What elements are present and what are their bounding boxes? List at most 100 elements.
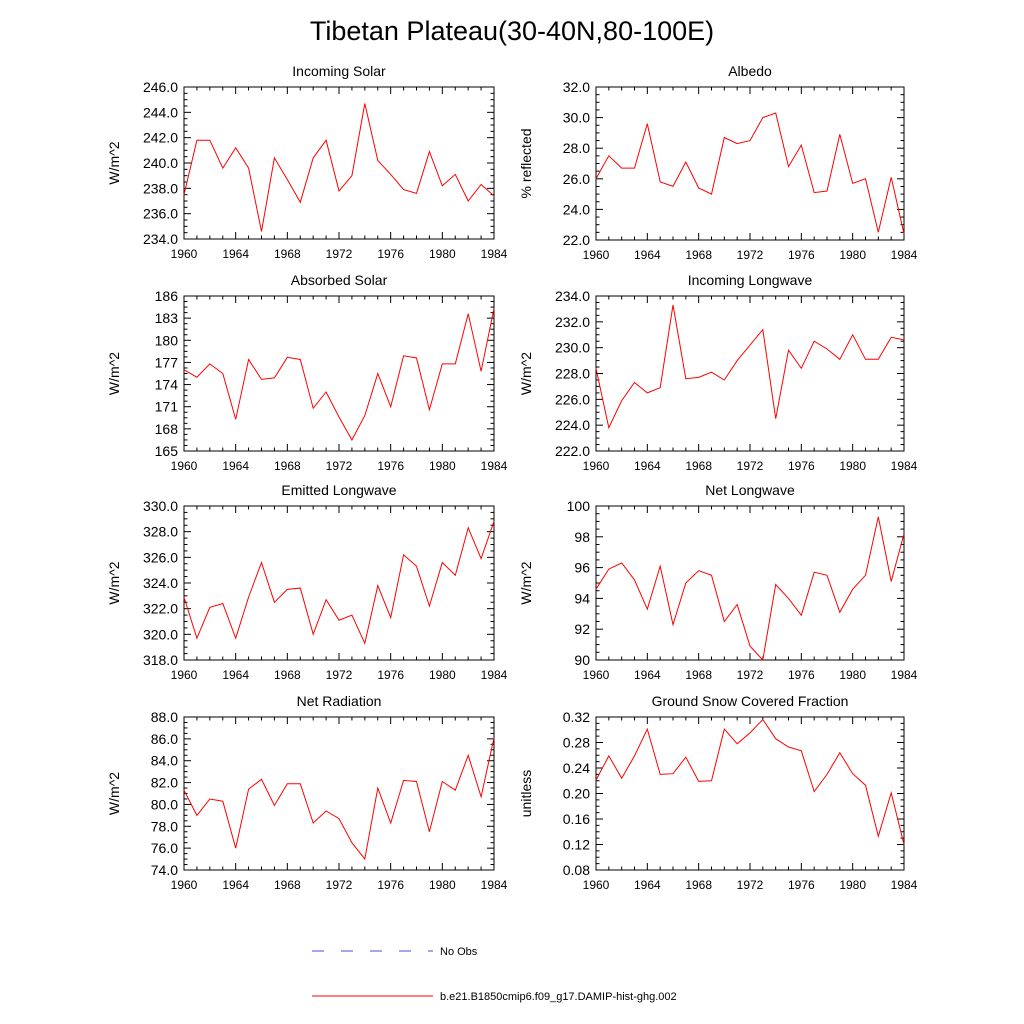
x-tick-label: 1968 [274,459,301,473]
x-tick-label: 1980 [839,248,866,262]
panel-title: Incoming Solar [292,63,386,79]
y-tick-label: 234.0 [143,231,178,247]
y-tick-label: 0.32 [563,709,590,725]
x-tick-label: 1972 [737,878,764,892]
y-axis-label: W/m^2 [106,772,122,815]
panel-title: Net Longwave [705,482,795,498]
x-tick-label: 1972 [737,459,764,473]
x-tick-label: 1980 [839,668,866,682]
y-tick-label: 228.0 [555,366,590,382]
series-line [595,516,905,662]
series-line [183,737,495,861]
y-tick-label: 180 [155,332,179,348]
x-tick-label: 1968 [274,247,301,261]
x-tick-label: 1960 [583,248,610,262]
x-tick-label: 1984 [891,459,918,473]
x-tick-label: 1984 [891,248,918,262]
y-axis-label: % reflected [518,128,534,198]
y-axis-label: W/m^2 [518,561,534,604]
y-tick-label: 236.0 [143,206,178,222]
y-axis-label: W/m^2 [106,141,122,184]
panel-title: Absorbed Solar [291,272,388,288]
y-tick-label: 22.0 [563,232,590,248]
figure-title: Tibetan Plateau(30-40N,80-100E) [310,16,714,46]
x-tick-label: 1964 [634,878,661,892]
y-tick-label: 226.0 [555,391,590,407]
x-tick-label: 1960 [171,878,198,892]
y-tick-label: 76.0 [151,840,178,856]
plot-frame [183,295,495,452]
x-tick-label: 1980 [429,459,456,473]
plot-frame [183,86,495,240]
y-tick-label: 222.0 [555,443,590,459]
x-tick-label: 1984 [481,668,508,682]
x-tick-label: 1976 [377,668,404,682]
x-tick-label: 1968 [274,668,301,682]
x-tick-label: 1960 [583,459,610,473]
y-tick-label: 100 [567,498,591,514]
y-tick-label: 0.24 [563,760,590,776]
legend-no-obs-label: No Obs [440,946,478,958]
y-tick-label: 32.0 [563,79,590,95]
panel-title: Emitted Longwave [281,482,396,498]
y-tick-label: 88.0 [151,709,178,725]
y-tick-label: 165 [155,443,179,459]
y-tick-label: 328.0 [143,524,178,540]
series-line [183,103,495,232]
chart-panel: Emitted Longwave W/m^2 1960 1964 1968 1972 197… [106,482,508,682]
x-tick-label: 1972 [326,878,353,892]
x-tick-label: 1980 [429,247,456,261]
y-tick-label: 230.0 [555,340,590,356]
x-tick-label: 1984 [481,878,508,892]
x-tick-label: 1968 [685,878,712,892]
y-tick-label: 0.20 [563,786,590,802]
y-tick-label: 326.0 [143,549,178,565]
x-tick-label: 1980 [839,459,866,473]
y-tick-label: 0.28 [563,735,590,751]
x-tick-label: 1976 [377,459,404,473]
y-tick-label: 94 [574,590,590,606]
plot-frame [595,295,905,452]
y-tick-label: 82.0 [151,775,178,791]
x-tick-label: 1980 [429,878,456,892]
x-tick-label: 1964 [222,668,249,682]
plot-frame [183,716,495,871]
x-tick-label: 1976 [377,247,404,261]
y-tick-label: 234.0 [555,288,590,304]
y-tick-label: 84.0 [151,753,178,769]
series-line [595,718,905,845]
x-tick-label: 1976 [377,878,404,892]
x-tick-label: 1980 [429,668,456,682]
y-tick-label: 24.0 [563,201,590,217]
y-tick-label: 246.0 [143,79,178,95]
series-line [595,112,905,235]
x-tick-label: 1976 [788,878,815,892]
x-tick-label: 1960 [171,668,198,682]
x-tick-label: 1976 [788,248,815,262]
panel-title: Incoming Longwave [688,272,813,288]
legend: No Obs b.e21.B1850cmip6.f09_g17.DAMIP-hi… [312,946,677,1003]
y-tick-label: 324.0 [143,575,178,591]
y-tick-label: 240.0 [143,155,178,171]
x-tick-label: 1968 [685,248,712,262]
y-tick-label: 98 [574,529,590,545]
y-tick-label: 26.0 [563,171,590,187]
plot-frame [183,505,495,661]
x-tick-label: 1964 [222,878,249,892]
y-tick-label: 177 [155,354,179,370]
chart-panel: Net Longwave W/m^2 1960 1964 1968 1972 1976 198… [518,482,918,682]
y-tick-label: 330.0 [143,498,178,514]
x-tick-label: 1980 [839,878,866,892]
y-tick-label: 224.0 [555,417,590,433]
y-tick-label: 0.08 [563,862,590,878]
y-tick-label: 80.0 [151,796,178,812]
y-axis-label: unitless [518,770,534,817]
legend-model-label: b.e21.B1850cmip6.f09_g17.DAMIP-hist-ghg.… [440,991,677,1003]
y-tick-label: 232.0 [555,314,590,330]
x-tick-label: 1960 [583,878,610,892]
y-axis-label: W/m^2 [518,352,534,395]
x-tick-label: 1984 [891,668,918,682]
y-tick-label: 28.0 [563,140,590,156]
x-tick-label: 1964 [222,459,249,473]
x-tick-label: 1968 [274,878,301,892]
